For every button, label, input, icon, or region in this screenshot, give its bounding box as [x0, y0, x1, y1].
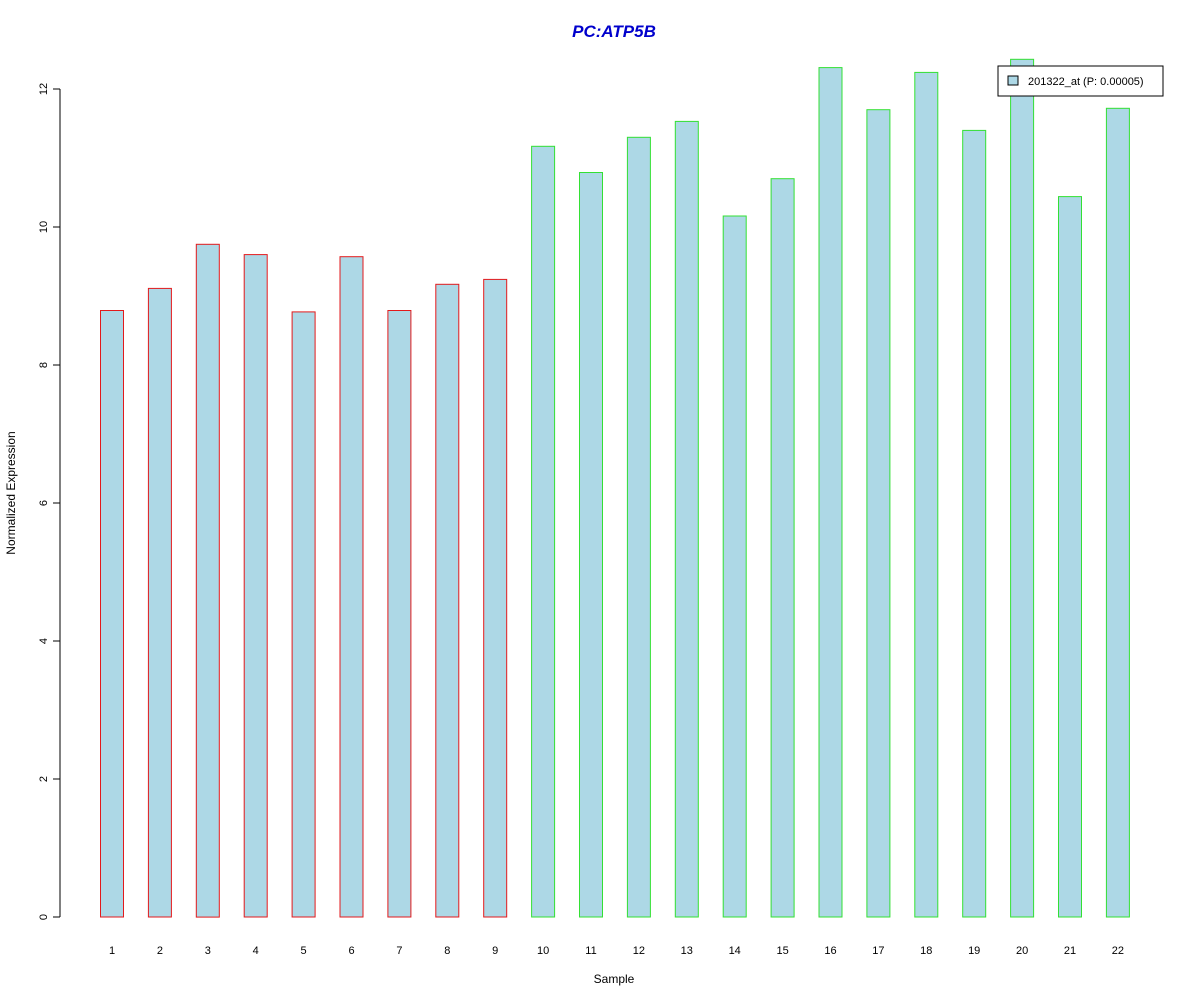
- x-tick-label: 1: [109, 945, 115, 957]
- y-tick-label: 10: [38, 221, 50, 233]
- x-tick-label: 20: [1016, 945, 1028, 957]
- bar: [483, 278, 508, 918]
- y-axis: 0 2 4 6 8 10 12: [38, 83, 61, 920]
- bar: [579, 172, 603, 918]
- x-tick-label: 11: [585, 945, 596, 957]
- bar: [531, 145, 556, 918]
- x-tick-label: 14: [729, 945, 741, 957]
- bar: [243, 254, 268, 918]
- x-tick-label: 16: [824, 945, 836, 957]
- bar: [722, 215, 747, 918]
- x-tick-label: 7: [396, 945, 402, 957]
- x-tick-label: 12: [633, 945, 645, 957]
- chart-title: PC:ATP5B: [572, 22, 656, 41]
- x-tick-label: 4: [253, 945, 259, 957]
- bar: [387, 310, 412, 918]
- bar: [100, 310, 124, 918]
- bar: [674, 120, 699, 918]
- x-tick-label: 18: [920, 945, 932, 957]
- bar: [1010, 58, 1035, 918]
- y-tick-label: 8: [38, 362, 50, 368]
- x-tick-label: 19: [968, 945, 980, 957]
- x-tick-label: 8: [444, 945, 450, 957]
- bar: [962, 129, 987, 918]
- x-axis-label: Sample: [594, 972, 635, 986]
- bars: [100, 58, 1130, 918]
- legend-box: [997, 65, 1164, 97]
- bar: [1058, 196, 1082, 918]
- x-tick-label: 22: [1112, 945, 1124, 957]
- bar: [770, 178, 795, 918]
- bar: [195, 243, 220, 918]
- x-tick-label: 21: [1064, 945, 1076, 957]
- bar: [914, 71, 939, 918]
- bar: [866, 109, 891, 918]
- x-tick-label: 6: [348, 945, 354, 957]
- x-tick-label: 3: [205, 945, 211, 957]
- x-axis-ticks: 1 2 3 4 5 6 7 8 9 10 11 12 13 14 15 16 17 18 19 20 21 22: [109, 945, 1124, 957]
- x-tick-label: 17: [872, 945, 884, 957]
- y-tick-label: 4: [38, 638, 50, 644]
- bar: [339, 256, 364, 918]
- x-tick-label: 13: [681, 945, 693, 957]
- bar: [435, 283, 460, 918]
- legend-swatch: [1007, 75, 1019, 86]
- x-tick-label: 2: [157, 945, 163, 957]
- legend-label: 201322_at (P: 0.00005): [1028, 76, 1144, 88]
- legend: 201322_at (P: 0.00005): [997, 65, 1164, 97]
- y-tick-label: 0: [38, 914, 50, 920]
- bar: [147, 287, 172, 918]
- y-axis-label: Normalized Expression: [4, 431, 18, 554]
- bar: [818, 67, 843, 918]
- y-tick-label: 6: [38, 500, 50, 506]
- bar: [626, 136, 651, 918]
- x-tick-label: 10: [537, 945, 549, 957]
- x-tick-label: 5: [301, 945, 307, 957]
- y-tick-label: 12: [38, 83, 50, 95]
- bar: [291, 311, 316, 918]
- y-tick-label: 2: [38, 776, 50, 782]
- bar: [1105, 107, 1130, 918]
- x-tick-label: 9: [492, 945, 498, 957]
- x-tick-label: 15: [776, 945, 788, 957]
